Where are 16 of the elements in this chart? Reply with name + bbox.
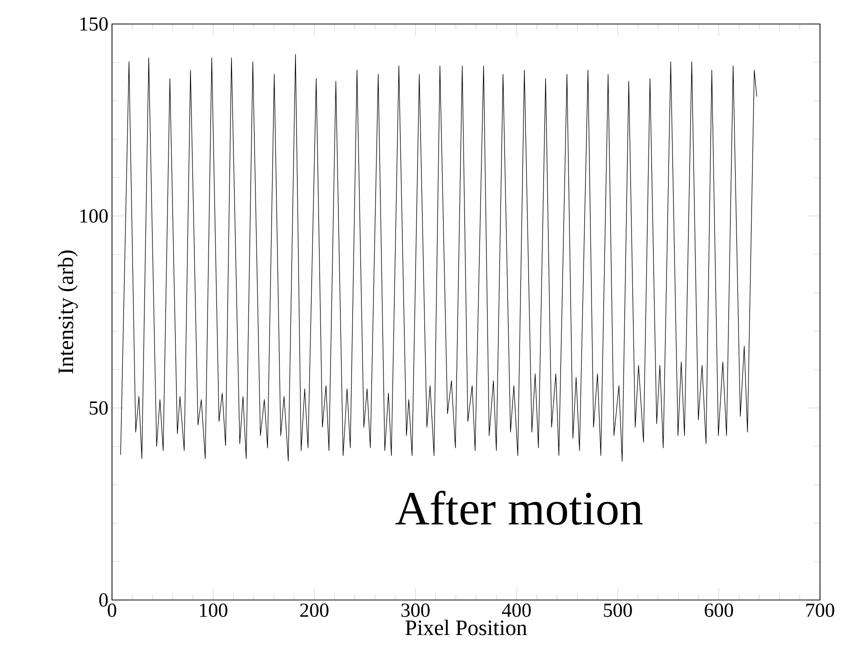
x-tick-label: 600: [704, 604, 734, 617]
y-tick-label: 0: [99, 593, 108, 607]
x-axis-title: Pixel Position: [405, 620, 527, 636]
x-tick-label: 300: [401, 604, 430, 617]
x-tick-label: 700: [806, 604, 834, 617]
x-tick-label: 200: [300, 604, 328, 617]
y-tick-label: 50: [90, 401, 108, 415]
x-tick-label: 100: [200, 604, 228, 617]
annotation: After motion: [395, 490, 643, 525]
y-tick-label: 150: [80, 17, 108, 31]
y-axis-title: Intensity (arb): [58, 250, 78, 374]
y-tick-label: 100: [80, 209, 108, 223]
x-tick-label: 400: [502, 604, 531, 617]
x-tick-label: 0: [108, 604, 116, 617]
x-tick-label: 500: [604, 604, 632, 617]
line-series: [120, 54, 758, 462]
